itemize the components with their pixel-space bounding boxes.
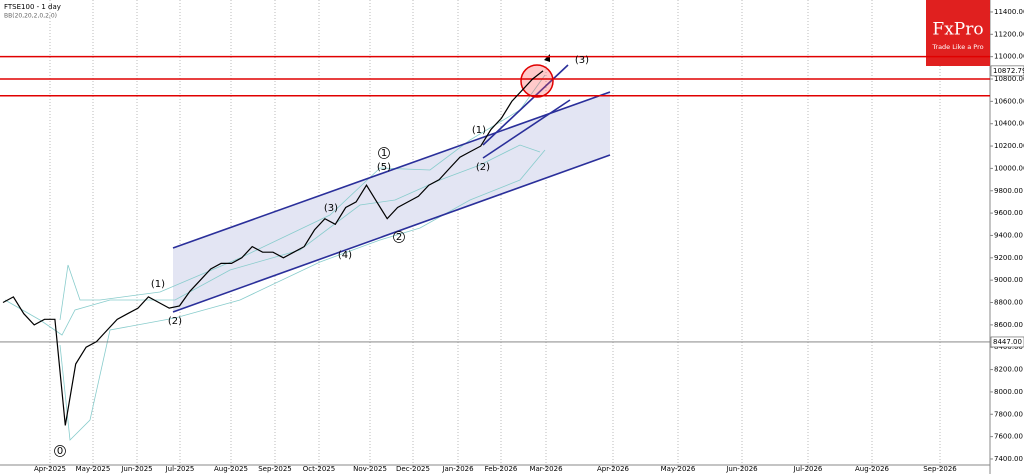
x-tick-label: May-2026 [661, 465, 696, 473]
y-tick-label: 7800.00 [994, 410, 1023, 418]
chart-title: FTSE100 - 1 day [4, 3, 61, 11]
wave-label: (2) [476, 162, 490, 173]
wave-label: (1) [472, 125, 486, 136]
brand-box [926, 0, 990, 66]
wave-label: (2) [168, 316, 182, 327]
y-tick-label: 8800.00 [994, 299, 1023, 307]
y-tick-label: 10000.00 [994, 164, 1024, 172]
wave-label: 2 [396, 232, 402, 243]
wave-label: 0 [57, 446, 63, 457]
y-tick-label: 8200.00 [994, 366, 1023, 374]
wave-label: (4) [338, 250, 352, 261]
y-tick-label: 9800.00 [994, 187, 1023, 195]
y-tick-label: 8000.00 [994, 388, 1023, 396]
x-tick-label: Dec-2025 [396, 465, 430, 473]
wave-label: (3) [575, 55, 589, 66]
wave-circle [54, 445, 66, 457]
y-tick-label: 11400.00 [994, 8, 1024, 16]
y-tick-label: 9000.00 [994, 276, 1023, 284]
y-tick-label: 9400.00 [994, 231, 1023, 239]
y-tick-label: 10400.00 [994, 120, 1024, 128]
wave-circle [378, 147, 390, 159]
brand-name: FxPro [932, 20, 983, 40]
y-tick-label: 8600.00 [994, 321, 1023, 329]
price-line [2, 70, 544, 426]
y-tick-label: 10200.00 [994, 142, 1024, 150]
y-tick-label: 11000.00 [994, 53, 1024, 61]
x-tick-label: Apr-2025 [34, 465, 66, 473]
price-tag-label: 8447.00 [993, 338, 1022, 346]
bollinger-lower [59, 149, 546, 441]
small-channel-lower [482, 99, 571, 159]
brand-tagline: Trade Like a Pro [931, 43, 983, 51]
x-tick-label: Nov-2025 [353, 465, 387, 473]
price-tag [990, 336, 1024, 348]
wave-label: (5) [377, 162, 391, 173]
y-tick-label: 11200.00 [994, 30, 1024, 38]
bollinger-mid [4, 144, 541, 336]
x-tick-label: Sep-2025 [258, 465, 292, 473]
x-tick-label: Oct-2025 [303, 465, 335, 473]
price-tag [990, 65, 1024, 77]
bollinger-upper [59, 74, 546, 321]
y-tick-label: 10600.00 [994, 97, 1024, 105]
wave-label: (1) [151, 279, 165, 290]
x-tick-label: Aug-2026 [855, 465, 890, 473]
channel-upper [172, 91, 611, 249]
x-tick-label: Aug-2025 [214, 465, 248, 473]
x-tick-label: Jul-2026 [793, 465, 823, 473]
price-tag-label: 10872.79 [993, 67, 1024, 75]
x-tick-label: Jun-2025 [120, 465, 152, 473]
y-tick-label: 9200.00 [994, 254, 1023, 262]
x-tick-label: Jan-2026 [441, 465, 474, 473]
wave-label: 1 [381, 148, 387, 159]
channel-lower [172, 154, 611, 313]
highlight-circle [520, 64, 554, 98]
x-tick-label: Mar-2026 [529, 465, 563, 473]
y-tick-label: 10800.00 [994, 75, 1024, 83]
indicator-label: BB(20,20,2,0,2,0) [4, 13, 57, 20]
wave-circle [393, 231, 405, 243]
y-tick-label: 7400.00 [994, 455, 1023, 463]
wave-label: (3) [324, 203, 338, 214]
x-tick-label: May-2025 [76, 465, 111, 473]
x-tick-label: Feb-2026 [485, 465, 518, 473]
x-tick-label: Apr-2026 [597, 465, 630, 473]
x-tick-label: Sep-2026 [923, 465, 957, 473]
x-tick-label: Jul-2025 [165, 465, 195, 473]
y-tick-label: 9600.00 [994, 209, 1023, 217]
x-tick-label: Jun-2026 [725, 465, 758, 473]
y-tick-label: 7600.00 [994, 433, 1023, 441]
